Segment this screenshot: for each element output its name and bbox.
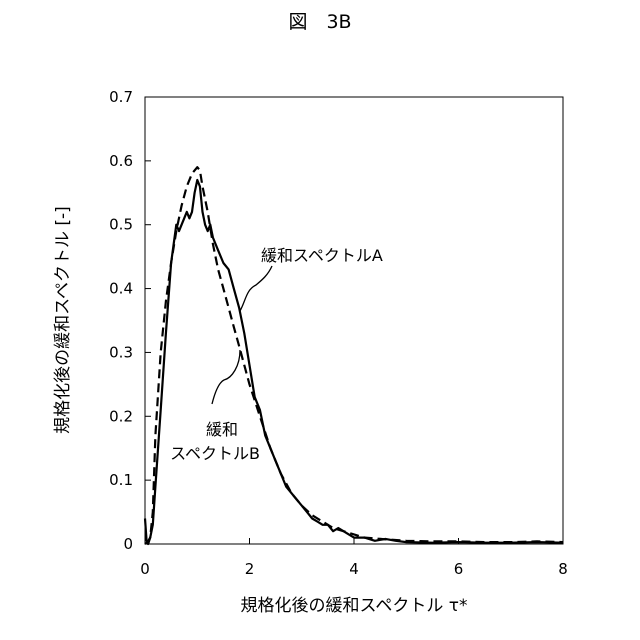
y-tick-label: 0.2 xyxy=(109,407,133,425)
annotation-series-b-line2: スペクトルB xyxy=(170,444,260,463)
x-tick-label: 4 xyxy=(349,560,359,578)
series-line-b xyxy=(145,167,563,544)
annotation-leader-b xyxy=(212,350,240,404)
y-tick-label: 0.7 xyxy=(109,88,133,106)
annotation-leader-a xyxy=(240,266,272,311)
y-axis-title: 規格化後の緩和スペクトル [-] xyxy=(53,206,73,434)
y-tick-label: 0.1 xyxy=(109,471,133,489)
series-line-a xyxy=(145,180,563,544)
y-tick-label: 0.3 xyxy=(109,343,133,361)
y-tick-label: 0.4 xyxy=(109,280,133,298)
series-layer xyxy=(145,167,563,544)
ticks-layer: 0 2 4 6 8 0 0.1 0.2 0.3 0.4 0.5 0.6 0.7 xyxy=(109,88,568,578)
y-tick-label: 0 xyxy=(123,535,133,553)
y-tick-label: 0.5 xyxy=(109,216,133,234)
plot-frame xyxy=(145,97,563,544)
x-axis-title: 規格化後の緩和スペクトル τ* xyxy=(241,596,468,616)
annotation-layer: 緩和スペクトルA 緩和 スペクトルB xyxy=(170,246,383,463)
x-tick-label: 0 xyxy=(140,560,150,578)
chart-title: 図 3B xyxy=(288,11,351,33)
x-tick-label: 8 xyxy=(558,560,568,578)
annotation-series-b-line1: 緩和 xyxy=(206,420,238,439)
x-tick-label: 2 xyxy=(245,560,255,578)
annotation-series-a: 緩和スペクトルA xyxy=(261,246,383,265)
x-tick-label: 6 xyxy=(454,560,464,578)
y-tick-label: 0.6 xyxy=(109,152,133,170)
